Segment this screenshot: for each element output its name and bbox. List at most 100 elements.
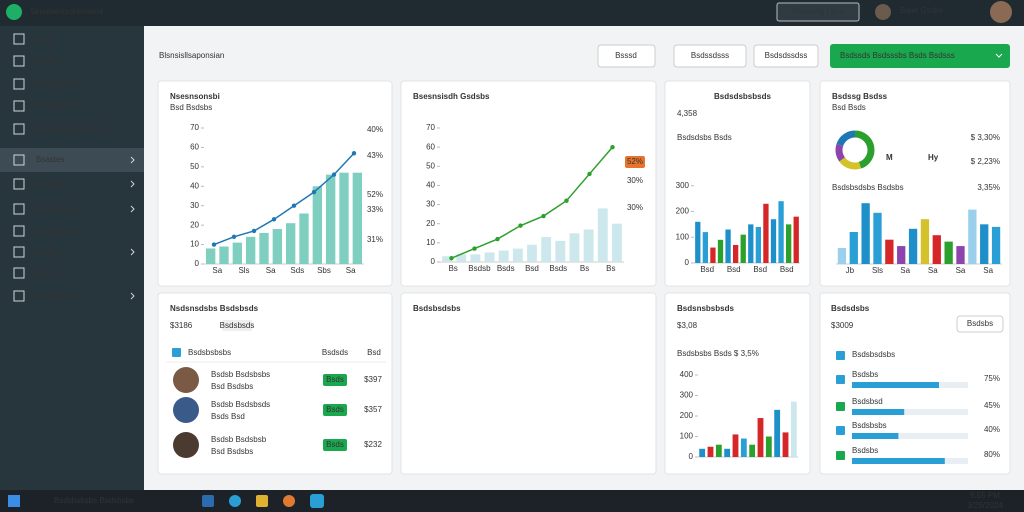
checkbox[interactable]: [172, 348, 181, 357]
search-box[interactable]: Bsdsbsbsbs Bsdsbsbs: [54, 496, 134, 505]
nav-item[interactable]: Bsssdsatsis: [36, 291, 78, 300]
row-detail: Bsd Bsdsbs: [211, 382, 253, 391]
donut-label: Hy: [928, 153, 939, 162]
avatar[interactable]: [990, 1, 1012, 23]
bar: [861, 203, 870, 264]
bar: [793, 216, 799, 263]
bar: [352, 172, 362, 264]
primary-label: Bsdssds Bsdsssbs Bsds Bsdsss: [840, 51, 955, 60]
bar: [724, 448, 731, 457]
nav-item[interactable]: Bsesidaisig: [36, 226, 76, 235]
card-button[interactable]: [956, 315, 1004, 333]
progress-bar: [852, 458, 945, 464]
y-tick-label: 40: [190, 181, 199, 190]
primary-button[interactable]: [830, 44, 1010, 68]
x-tick-label: Sls: [238, 266, 249, 275]
card-subtitle: Bsd Bsdsbs: [170, 103, 212, 112]
nav-item[interactable]: Bases: [36, 268, 58, 277]
status-label: Bsds: [326, 440, 344, 449]
y-tick-label: 200: [680, 411, 694, 420]
x-tick-label: Bs: [448, 264, 457, 273]
bar: [707, 446, 714, 457]
action-label: Bsasesig Lbxu: [792, 7, 844, 16]
line: [213, 152, 355, 246]
nav-item[interactable]: Yssases: [36, 179, 66, 188]
bar: [790, 401, 797, 457]
legend: Bsdsbsdsbs Bsdsbs: [832, 183, 904, 192]
avatar: [173, 397, 199, 423]
badge: [625, 156, 645, 168]
taskbar-app[interactable]: [256, 495, 268, 507]
avatar[interactable]: [875, 4, 891, 20]
taskbar-app[interactable]: [283, 495, 295, 507]
progress-track: [852, 433, 968, 439]
card: [664, 292, 811, 475]
nav-item[interactable]: Bkelb: [36, 34, 57, 43]
start-button[interactable]: [8, 495, 20, 507]
nav-item[interactable]: Bsdesgdes: [36, 101, 76, 110]
button[interactable]: [753, 44, 819, 68]
point: [587, 171, 592, 177]
bar: [715, 444, 722, 457]
bar: [555, 240, 566, 262]
bar: [541, 237, 552, 262]
bar: [583, 229, 594, 262]
nav-icon: [13, 33, 25, 45]
nav-item[interactable]: Bsesdhcstes Bades: [36, 124, 106, 133]
bar: [299, 213, 309, 264]
button[interactable]: [673, 44, 747, 68]
row-amount: $397: [364, 375, 382, 384]
progress-label: 80%: [984, 450, 1000, 459]
taskbar-app[interactable]: [229, 495, 241, 507]
nav-item[interactable]: Dsdsicdtice: [36, 79, 77, 88]
status-label: Bsds: [326, 405, 344, 414]
point: [311, 189, 317, 195]
bar: [272, 229, 282, 264]
taskbar-app[interactable]: [202, 495, 214, 507]
bar: [498, 250, 509, 262]
point: [610, 144, 615, 150]
x-tick-label: Jb: [846, 266, 855, 275]
bar: [849, 232, 858, 264]
nav-icon: [13, 100, 25, 112]
kpi-value: $3,08: [677, 321, 698, 330]
card: [157, 292, 393, 475]
bar: [484, 252, 495, 262]
bar: [456, 254, 467, 262]
nav-item[interactable]: Bsasa: [36, 56, 59, 65]
note: 3,35%: [977, 183, 1000, 192]
bar: [778, 201, 784, 263]
nav-item[interactable]: Bsastes: [36, 155, 64, 164]
card-title: Nsdsnsdsbs Bsdsbsds: [170, 304, 259, 313]
point: [251, 228, 257, 234]
y-tick-label: 100: [680, 432, 694, 441]
list-label: Bsdsbsbs: [852, 421, 887, 430]
button-label: Bsdssdsss: [691, 51, 729, 60]
row-name: Bsdsb Bsdsbsbs: [211, 370, 270, 379]
action-button[interactable]: [776, 2, 860, 22]
y-tick-label: 30: [190, 201, 199, 210]
progress-bar: [852, 433, 899, 439]
point: [518, 223, 523, 228]
note: $ 3,30%: [971, 133, 1000, 142]
card-title: Bsdsdsbsbsds: [714, 92, 771, 101]
list-label: Bsdsbsd: [852, 397, 883, 406]
bar: [717, 239, 724, 263]
x-tick-label: Sa: [928, 266, 938, 275]
taskbar-app[interactable]: [310, 494, 324, 508]
x-tick-label: Sa: [983, 266, 993, 275]
tag-label: Bsdsbsds: [220, 321, 255, 330]
nav-icon: [13, 178, 25, 190]
bar: [932, 235, 941, 264]
note: 30%: [627, 203, 643, 212]
progress-label: 45%: [984, 401, 1000, 410]
y-tick-label: 0: [685, 258, 690, 267]
list-icon: [836, 402, 845, 411]
nav-item[interactable]: Bsgss: [36, 247, 58, 256]
bar: [442, 256, 453, 262]
nav-item[interactable]: Bsss Basss: [36, 204, 77, 213]
button[interactable]: [597, 44, 656, 68]
note: 30%: [627, 176, 643, 185]
y-tick-label: 300: [676, 181, 690, 190]
